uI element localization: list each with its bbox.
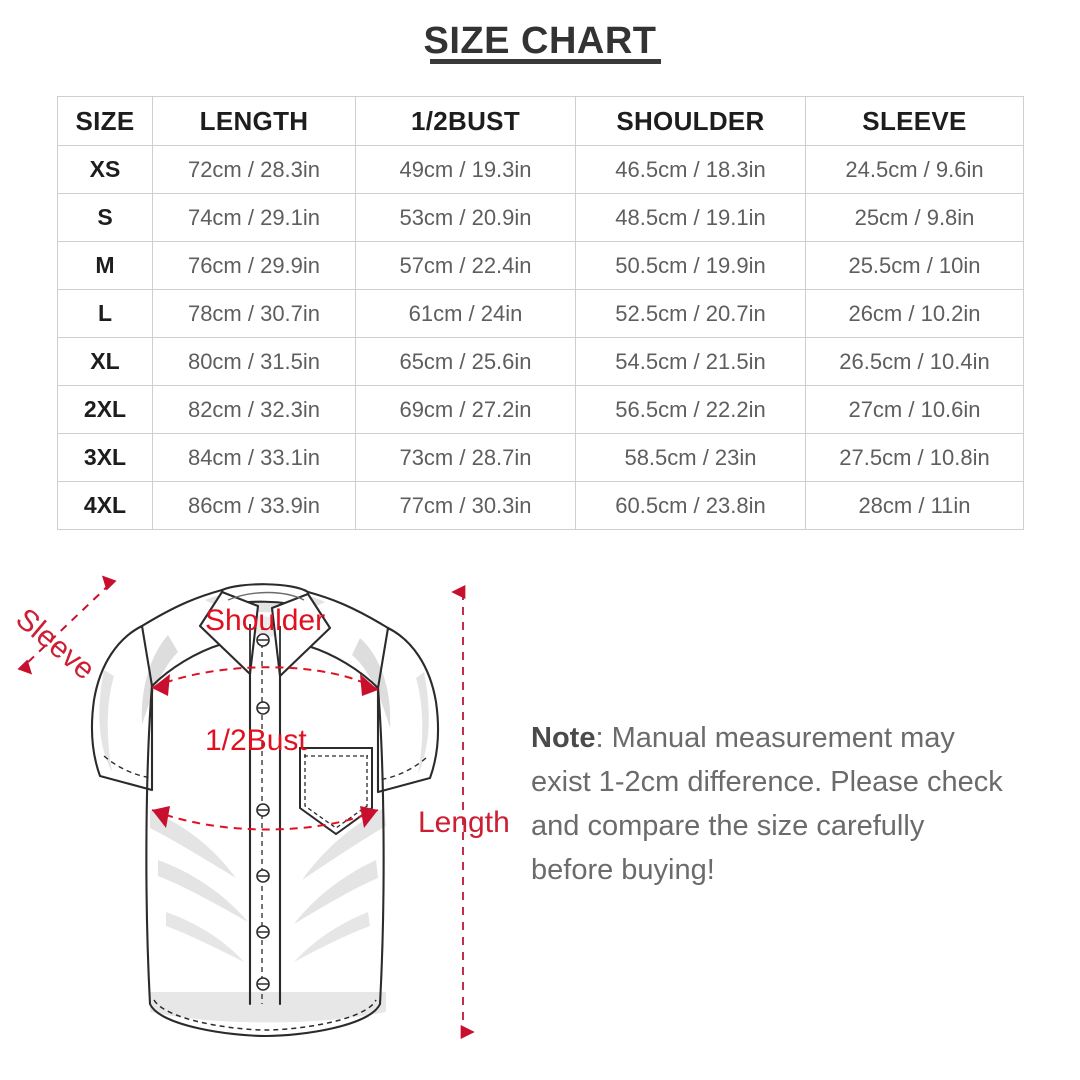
note-body: : Manual measurement may exist 1-2cm dif… [531,722,1003,886]
cell-length: 74cm / 29.1in [152,193,356,242]
cell-sleeve: 26.5cm / 10.4in [805,337,1024,386]
measurement-note: Note: Manual measurement may exist 1-2cm… [531,716,1011,892]
sleeve-label: Sleeve [10,602,101,686]
table-header-row: SIZE LENGTH 1/2BUST SHOULDER SLEEVE [57,96,1024,146]
cell-sleeve: 27cm / 10.6in [805,385,1024,434]
cell-sleeve: 25.5cm / 10in [805,241,1024,290]
cell-shoulder: 54.5cm / 21.5in [575,337,806,386]
shoulder-measure-guide [151,666,379,696]
cell-shoulder: 58.5cm / 23in [575,433,806,482]
column-header-bust: 1/2BUST [355,96,576,146]
cell-shoulder: 46.5cm / 18.3in [575,145,806,194]
hem-stitching-icon [153,999,377,1031]
cell-bust: 49cm / 19.3in [355,145,576,194]
cell-size: 2XL [57,385,153,434]
half-bust-label: 1/2Bust [205,724,307,757]
cell-bust: 61cm / 24in [355,289,576,338]
cell-length: 84cm / 33.1in [152,433,356,482]
cell-shoulder: 52.5cm / 20.7in [575,289,806,338]
page-title-text: SIZE CHART [423,20,657,62]
cell-shoulder: 56.5cm / 22.2in [575,385,806,434]
cell-size: S [57,193,153,242]
table-row: XL 80cm / 31.5in 65cm / 25.6in 54.5cm / … [57,337,1024,386]
column-header-shoulder: SHOULDER [575,96,806,146]
sleeve-measure-guide [17,575,117,675]
cell-shoulder: 48.5cm / 19.1in [575,193,806,242]
cuff-stitching-icon [103,755,427,781]
cell-size: XS [57,145,153,194]
cell-sleeve: 25cm / 9.8in [805,193,1024,242]
table-row: 2XL 82cm / 32.3in 69cm / 27.2in 56.5cm /… [57,385,1024,434]
table-row: 3XL 84cm / 33.1in 73cm / 28.7in 58.5cm /… [57,433,1024,482]
table-row: L 78cm / 30.7in 61cm / 24in 52.5cm / 20.… [57,289,1024,338]
cell-length: 82cm / 32.3in [152,385,356,434]
cell-sleeve: 24.5cm / 9.6in [805,145,1024,194]
cell-size: M [57,241,153,290]
collar-icon [198,583,332,678]
column-header-sleeve: SLEEVE [805,96,1024,146]
buttons-icon [256,633,270,991]
column-header-length: LENGTH [152,96,356,146]
size-chart-table: SIZE LENGTH 1/2BUST SHOULDER SLEEVE XS 7… [57,96,1024,530]
cell-length: 72cm / 28.3in [152,145,356,194]
cell-length: 80cm / 31.5in [152,337,356,386]
title-underline-divider [430,59,661,64]
cell-sleeve: 27.5cm / 10.8in [805,433,1024,482]
table-row: M 76cm / 29.9in 57cm / 22.4in 50.5cm / 1… [57,241,1024,290]
cell-size: L [57,289,153,338]
shoulder-label: Shoulder [205,604,325,637]
cell-bust: 77cm / 30.3in [355,481,576,530]
cell-length: 78cm / 30.7in [152,289,356,338]
cell-size: 3XL [57,433,153,482]
column-header-size: SIZE [57,96,153,146]
note-prefix: Note [531,722,596,754]
button-holes-icon [258,639,268,985]
cell-sleeve: 28cm / 11in [805,481,1024,530]
table-row: S 74cm / 29.1in 53cm / 20.9in 48.5cm / 1… [57,193,1024,242]
page-title: SIZE CHART [0,22,1080,60]
button-placket-icon [249,624,281,1004]
cell-length: 76cm / 29.9in [152,241,356,290]
cell-bust: 73cm / 28.7in [355,433,576,482]
shirt-measurement-diagram: Shoulder 1/2Bust Length Sleeve [0,560,530,1080]
cell-shoulder: 50.5cm / 19.9in [575,241,806,290]
table-row: 4XL 86cm / 33.9in 77cm / 30.3in 60.5cm /… [57,481,1024,530]
cell-size: XL [57,337,153,386]
collar-band-line [227,591,305,601]
cell-sleeve: 26cm / 10.2in [805,289,1024,338]
cell-length: 86cm / 33.9in [152,481,356,530]
half-bust-measure-guide [151,806,379,831]
cell-size: 4XL [57,481,153,530]
length-label: Length [418,806,510,839]
table-row: XS 72cm / 28.3in 49cm / 19.3in 46.5cm / … [57,145,1024,194]
chest-pocket-icon [299,747,373,836]
cell-bust: 69cm / 27.2in [355,385,576,434]
cell-bust: 57cm / 22.4in [355,241,576,290]
cell-bust: 65cm / 25.6in [355,337,576,386]
cell-shoulder: 60.5cm / 23.8in [575,481,806,530]
cell-bust: 53cm / 20.9in [355,193,576,242]
